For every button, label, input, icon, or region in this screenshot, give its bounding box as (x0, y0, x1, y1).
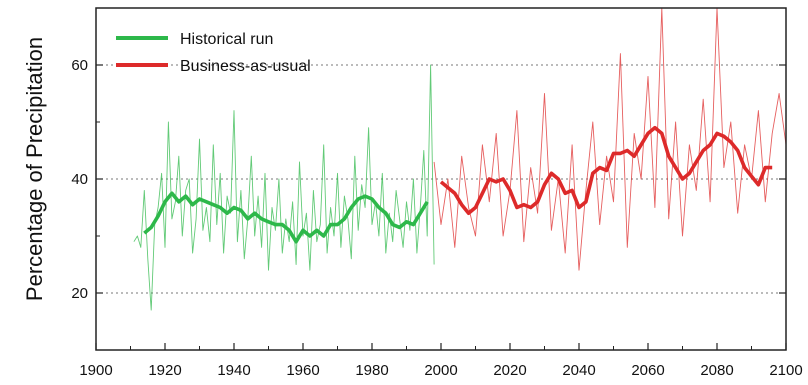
x-tick-label-1960: 1960 (286, 362, 319, 379)
x-tick-label-1980: 1980 (355, 362, 388, 379)
y-axis-label: Percentage of Precipitation (22, 37, 47, 301)
series-line-annual-0 (133, 64, 435, 311)
gridlines (96, 64, 786, 294)
x-tick-label-1900: 1900 (79, 362, 112, 379)
x-tick-label-2020: 2020 (493, 362, 526, 379)
x-axis: 1900 1920 1940 1960 1980 2000 2020 2040 2060 2080… (79, 343, 803, 379)
x-tick-label-2040: 2040 (562, 362, 595, 379)
series-line-smoothed-1 (143, 191, 429, 244)
x-tick-label-2100: 2100 (769, 362, 802, 379)
series-line-smoothed-3 (439, 125, 773, 215)
series-line-annual-2 (433, 7, 787, 271)
y-tick-label-40: 40 (71, 171, 88, 188)
y-tick-label-20: 20 (71, 285, 88, 302)
y-axis: 20 40 60 (71, 7, 786, 351)
x-tick-label-2060: 2060 (631, 362, 664, 379)
x-tick-label-1940: 1940 (217, 362, 250, 379)
x-tick-label-2080: 2080 (700, 362, 733, 379)
legend-label-business-as-usual: Business-as-usual (180, 58, 311, 75)
legend: Historical run Business-as-usual (116, 31, 311, 75)
series-lines (133, 7, 787, 311)
y-tick-label-60: 60 (71, 57, 88, 74)
legend-label-historical: Historical run (180, 31, 273, 48)
x-tick-label-2000: 2000 (424, 362, 457, 379)
x-tick-label-1920: 1920 (148, 362, 181, 379)
